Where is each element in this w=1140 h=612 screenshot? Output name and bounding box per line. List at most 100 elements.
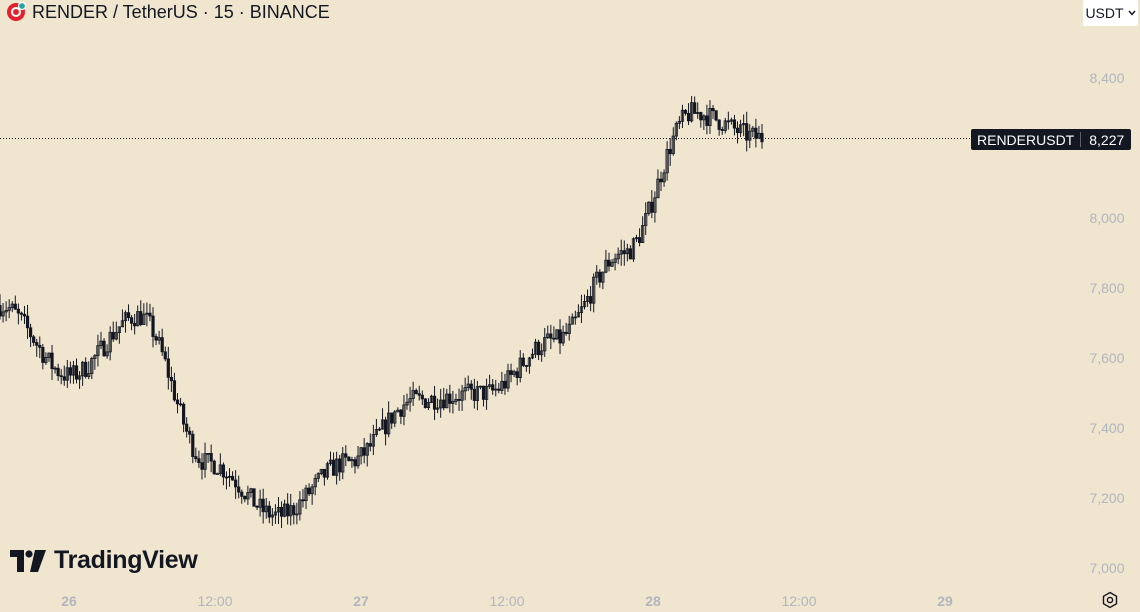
candle-body [19,312,24,315]
symbol-title: RENDER / TetherUS · 15 · BINANCE [32,1,330,22]
candle-body [316,473,320,479]
candle-body [325,463,330,478]
candle-body [212,460,216,475]
tradingview-logo[interactable]: TradingView [10,546,198,575]
candle-body [197,458,201,464]
currency-selector[interactable]: USDT [1083,0,1138,26]
candle-body [613,258,617,263]
candle-body [41,346,45,363]
candle-body [4,310,8,313]
candle-body [362,447,366,456]
candle-body [29,327,33,338]
candle-body [570,316,574,325]
candle-body [203,453,207,470]
candle-body [585,296,590,302]
candle-body [540,350,544,356]
candle-body [488,384,492,387]
candle-body [289,505,293,517]
candle-body [714,110,718,121]
candle-body [380,419,385,430]
candle-body [543,337,547,352]
candle-body [647,201,651,214]
candle-body [589,296,593,304]
candle-body [96,345,100,357]
time-axis[interactable]: 26 12:00 27 12:00 28 12:00 29 [61,593,953,609]
candle-body [686,112,691,122]
candle-body [295,513,299,516]
candle-body [273,511,278,516]
candle-body [405,401,409,406]
candle-body [631,238,636,260]
x-tick-label: 26 [61,593,77,609]
candle-body [460,390,464,401]
price-axis[interactable]: 8,400 8,000 7,800 7,600 7,400 7,200 7,000 [1089,70,1124,576]
candle-body [283,503,287,517]
candle-body [699,112,703,121]
candle-body [319,468,323,475]
candle-body [56,367,60,377]
candle-body [729,119,733,122]
candle-body [258,498,262,508]
candle-body [286,503,290,517]
candle-body [472,388,476,401]
candle-body [677,120,681,124]
candle-body [637,237,642,244]
candle-body [411,390,415,400]
candle-body [123,312,128,322]
candle-body [601,271,605,283]
candle-body [674,122,678,137]
candle-body [726,120,730,123]
candle-body [665,149,669,174]
candle-body [576,312,580,318]
candles-group [0,96,764,528]
x-tick-label: 12:00 [489,593,524,609]
candle-body [537,341,541,356]
candle-body [133,322,137,327]
candle-body [62,376,66,381]
candle-body [218,464,222,475]
candle-body [77,375,82,380]
candle-body [99,340,103,347]
candle-body [292,505,296,515]
candle-body [662,172,666,183]
candle-body [206,452,210,455]
candle-body [71,365,76,376]
candle-body [417,393,421,396]
candle-body [7,307,11,311]
candle-body [387,412,391,435]
candle-body [81,361,85,377]
candle-body [423,398,427,409]
candle-body [374,429,379,435]
settings-icon[interactable] [1101,591,1119,609]
candle-body [249,488,253,493]
candle-body [745,123,749,141]
candle-body [356,455,360,467]
candle-body [50,352,54,370]
candle-body [310,486,314,495]
candle-body [84,361,88,377]
symbol-header[interactable]: RENDER / TetherUS · 15 · BINANCE [6,0,330,24]
y-tick-label: 7,200 [1089,490,1124,506]
candle-body [341,453,345,473]
candle-body [607,259,611,267]
candle-body [567,323,571,334]
candle-body [252,488,256,507]
candle-body [524,365,528,367]
candle-body [264,505,268,513]
candle-body [139,311,143,325]
candle-body [653,197,657,213]
candle-body [481,385,486,400]
candle-body [53,367,57,370]
candle-body [227,475,232,478]
candle-body [564,331,568,334]
candle-body [215,473,219,476]
candle-body [105,351,109,357]
candle-body [255,505,259,508]
candle-body [610,262,614,267]
candle-body [396,409,400,413]
tradingview-wordmark: TradingView [54,546,198,574]
candle-body [644,213,648,226]
candle-body [246,492,250,500]
candle-body [111,331,115,340]
